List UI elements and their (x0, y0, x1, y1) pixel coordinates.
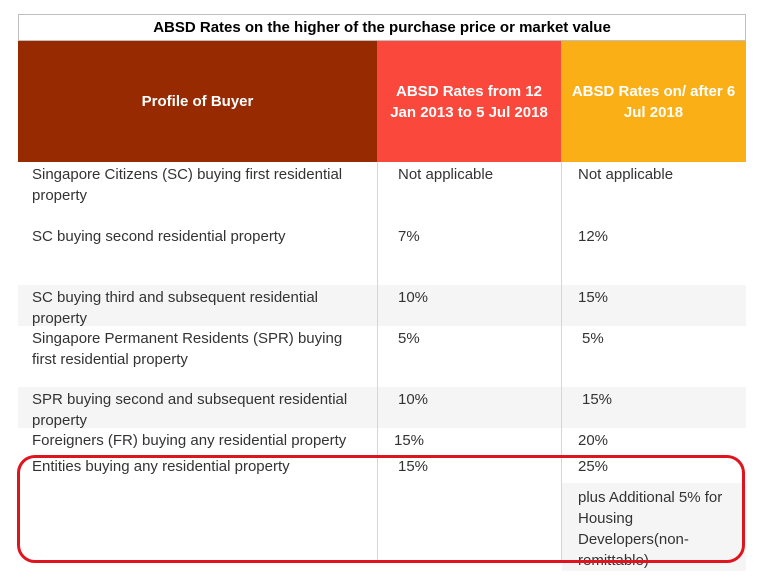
rate-2018-cell: 20% (561, 428, 746, 452)
profile-cell: Singapore Permanent Residents (SPR) buyi… (32, 330, 343, 368)
rate-2018-cell: 5% (561, 326, 746, 387)
rate-2018-cell: Not applicable (561, 162, 746, 224)
rate-2018-cell: 25% plus Additional 5% for Housing Devel… (561, 452, 746, 571)
profile-cell: Singapore Citizens (SC) buying first res… (32, 166, 343, 204)
header-rate-after-2018: ABSD Rates on/ after 6 Jul 2018 (561, 41, 746, 162)
developer-note: plus Additional 5% for Housing Developer… (562, 483, 746, 571)
header-rate-2013-2018: ABSD Rates from 12 Jan 2013 to 5 Jul 201… (377, 41, 561, 162)
table-row-highlighted: Entities buying any residential property… (18, 452, 746, 571)
profile-cell: Foreigners (FR) buying any residential p… (32, 432, 347, 449)
table-row: Singapore Citizens (SC) buying first res… (18, 162, 746, 224)
table-title: ABSD Rates on the higher of the purchase… (18, 14, 746, 41)
table-row: Foreigners (FR) buying any residential p… (18, 428, 746, 452)
rate-2013-cell: 5% (377, 326, 561, 387)
highlight-outline (17, 455, 745, 563)
rate-2018-cell: 15% (561, 285, 746, 326)
table-row: SC buying second residential property 7%… (18, 224, 746, 285)
profile-cell: SPR buying second and subsequent residen… (32, 391, 348, 429)
table-row: Singapore Permanent Residents (SPR) buyi… (18, 326, 746, 387)
rate-2013-cell: 15% (377, 428, 561, 452)
profile-cell: SC buying third and subsequent residenti… (32, 289, 319, 327)
rate-2018-cell: 12% (561, 224, 746, 285)
table-row: SC buying third and subsequent residenti… (18, 285, 746, 327)
table-row: SPR buying second and subsequent residen… (18, 387, 746, 429)
profile-cell: SC buying second residential property (32, 228, 286, 245)
rate-2013-cell: 10% (377, 285, 561, 326)
absd-rates-table: ABSD Rates on the higher of the purchase… (18, 14, 746, 571)
rate-2013-cell: 7% (377, 224, 561, 285)
rate-2013-cell: 15% (377, 452, 561, 562)
rate-2018-value: 25% (578, 458, 609, 475)
header-profile-of-buyer: Profile of Buyer (18, 41, 377, 162)
profile-cell: Entities buying any residential property (32, 458, 290, 475)
rate-2013-cell: Not applicable (377, 162, 561, 224)
rate-2018-cell: 15% (561, 387, 746, 428)
rate-2013-cell: 10% (377, 387, 561, 428)
header-row: Profile of Buyer ABSD Rates from 12 Jan … (18, 41, 746, 162)
